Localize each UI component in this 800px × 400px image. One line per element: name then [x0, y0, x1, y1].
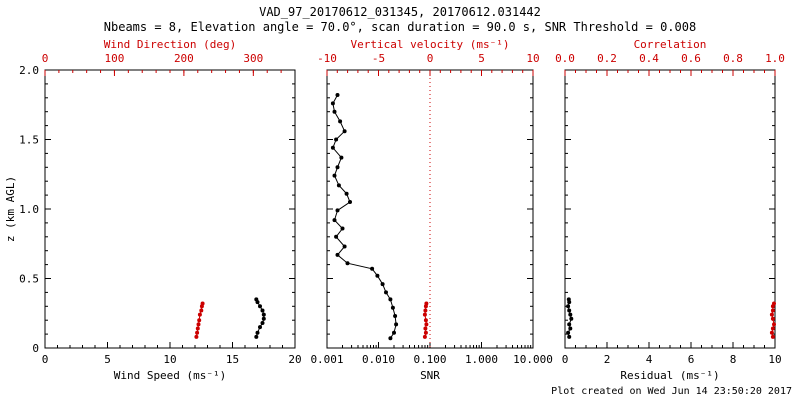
snr-panel: 0.001 0.010 0.100 1.000 10.000 SNR -10 -5 0 5 10 Ve… — [310, 38, 552, 382]
svg-text:z (km AGL): z (km AGL) — [4, 176, 17, 242]
svg-text:10: 10 — [768, 353, 781, 366]
svg-text:100: 100 — [105, 52, 125, 65]
svg-text:2: 2 — [604, 353, 611, 366]
svg-text:0.001: 0.001 — [310, 353, 343, 366]
svg-text:5: 5 — [104, 353, 111, 366]
residual-series — [566, 297, 574, 339]
svg-text:0.2: 0.2 — [597, 52, 617, 65]
svg-text:Residual (ms⁻¹): Residual (ms⁻¹) — [620, 369, 719, 382]
svg-text:10.000: 10.000 — [513, 353, 553, 366]
vertical-velocity-series — [422, 301, 429, 339]
svg-text:0.4: 0.4 — [639, 52, 659, 65]
plot-created-timestamp: Plot created on Wed Jun 14 23:50:20 2017 — [551, 386, 792, 397]
svg-text:20: 20 — [288, 353, 301, 366]
svg-text:200: 200 — [174, 52, 194, 65]
plot-subtitle: Nbeams = 8, Elevation angle = 70.0°, sca… — [103, 20, 697, 34]
svg-text:0: 0 — [562, 353, 569, 366]
svg-text:Vertical velocity (ms⁻¹): Vertical velocity (ms⁻¹) — [351, 38, 510, 51]
svg-text:4: 4 — [646, 353, 653, 366]
svg-text:1.0: 1.0 — [765, 52, 785, 65]
svg-text:1.0: 1.0 — [19, 203, 39, 216]
svg-text:0.8: 0.8 — [723, 52, 743, 65]
residual-panel: 0 2 4 6 8 10 Residual (ms⁻¹) 0.0 0.2 0.4 0.6 0.8 1.0… — [555, 38, 785, 382]
svg-text:6: 6 — [688, 353, 695, 366]
svg-text:Wind Speed (ms⁻¹): Wind Speed (ms⁻¹) — [114, 369, 227, 382]
correlation-series — [769, 301, 776, 339]
wind-speed-series — [254, 297, 266, 339]
svg-text:0.6: 0.6 — [681, 52, 701, 65]
svg-text:10: 10 — [163, 353, 176, 366]
plot-title: VAD_97_20170612_031345, 20170612.031442 — [259, 5, 541, 19]
svg-text:0.100: 0.100 — [413, 353, 446, 366]
svg-text:8: 8 — [730, 353, 737, 366]
svg-text:SNR: SNR — [420, 369, 440, 382]
svg-text:0: 0 — [32, 342, 39, 355]
svg-text:1.5: 1.5 — [19, 134, 39, 147]
svg-text:10: 10 — [526, 52, 539, 65]
wind-direction-series — [194, 301, 205, 339]
svg-text:15: 15 — [226, 353, 239, 366]
svg-text:-10: -10 — [317, 52, 337, 65]
svg-text:0: 0 — [42, 52, 49, 65]
svg-text:0: 0 — [427, 52, 434, 65]
svg-text:Wind Direction (deg): Wind Direction (deg) — [104, 38, 236, 51]
svg-text:2.0: 2.0 — [19, 64, 39, 77]
svg-text:1.000: 1.000 — [465, 353, 498, 366]
svg-text:0.0: 0.0 — [555, 52, 575, 65]
svg-text:-5: -5 — [372, 52, 385, 65]
svg-text:0.5: 0.5 — [19, 273, 39, 286]
svg-text:Correlation: Correlation — [634, 38, 707, 51]
svg-text:300: 300 — [243, 52, 263, 65]
svg-text:0: 0 — [42, 353, 49, 366]
svg-text:0.010: 0.010 — [362, 353, 395, 366]
svg-text:5: 5 — [478, 52, 485, 65]
snr-series — [330, 93, 399, 341]
